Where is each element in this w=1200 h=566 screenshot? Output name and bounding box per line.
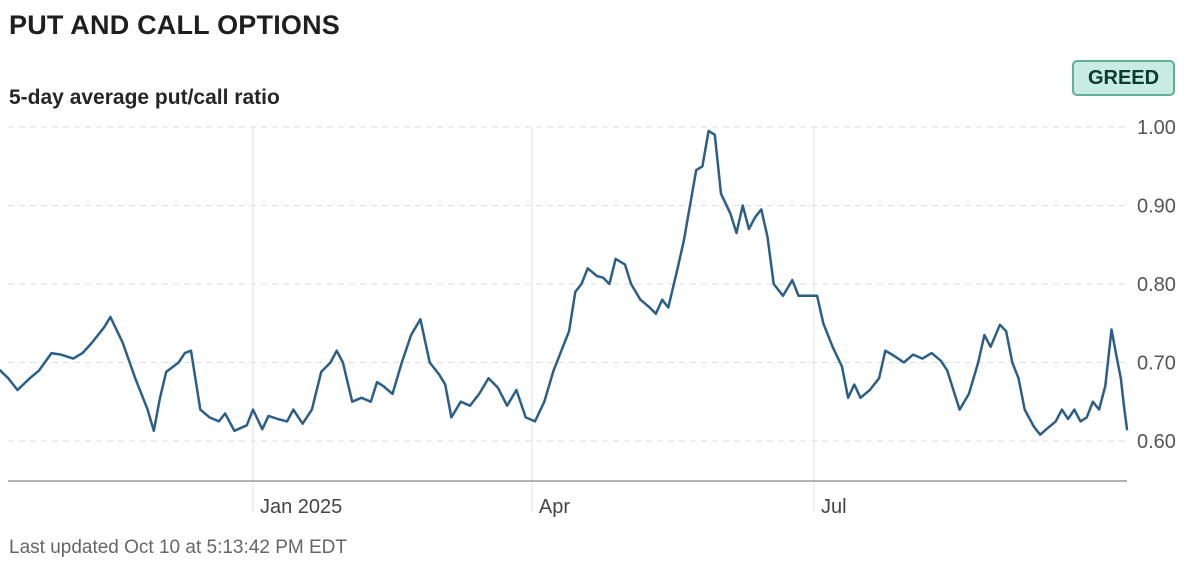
chart-grid: [8, 126, 1127, 512]
y-tick-label: 1.00: [1137, 117, 1176, 139]
y-axis-ticks: 0.60 0.70 0.80 0.90 1.00: [1137, 117, 1176, 453]
chart-subtitle: 5-day average put/call ratio: [9, 86, 280, 109]
x-tick-label: Jan 2025: [260, 496, 342, 518]
y-tick-label: 0.70: [1137, 353, 1176, 375]
x-tick-label: Jul: [821, 496, 847, 518]
y-tick-label: 0.60: [1137, 431, 1176, 453]
last-updated-text: Last updated Oct 10 at 5:13:42 PM EDT: [9, 537, 347, 558]
y-tick-label: 0.80: [1137, 274, 1176, 296]
page-title: PUT AND CALL OPTIONS: [9, 10, 341, 40]
x-axis-ticks: Jan 2025 Apr Jul: [260, 496, 847, 518]
y-tick-label: 0.90: [1137, 196, 1176, 218]
sentiment-badge: GREED: [1072, 60, 1175, 96]
x-tick-label: Apr: [539, 496, 570, 518]
series-line-put-call-ratio: [0, 129, 1129, 436]
